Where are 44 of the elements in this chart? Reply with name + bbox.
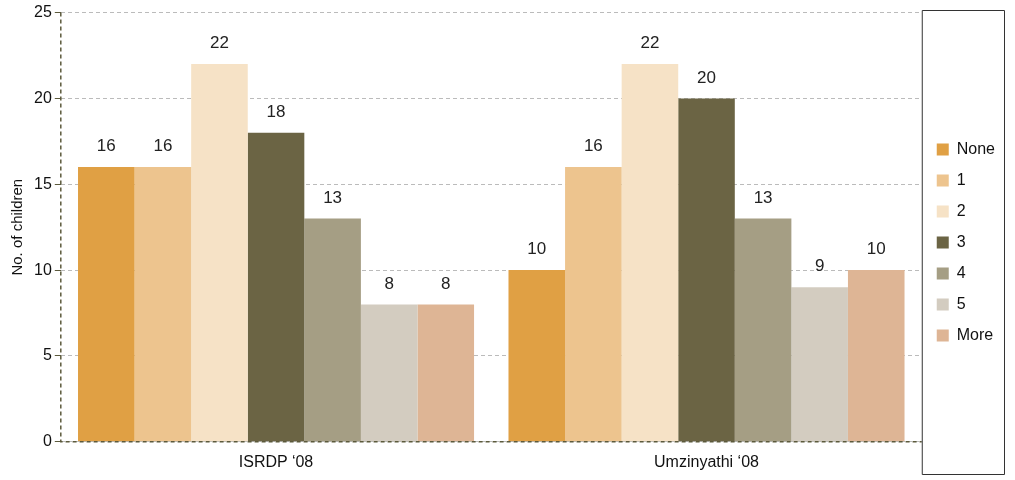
bar xyxy=(678,98,735,442)
legend-label: None xyxy=(956,139,996,157)
data-label: 20 xyxy=(697,67,716,87)
legend-label: 3 xyxy=(956,232,966,250)
bar xyxy=(247,132,305,442)
bar xyxy=(134,167,192,442)
data-label: 10 xyxy=(866,239,886,259)
data-label: 9 xyxy=(814,256,825,276)
bar xyxy=(191,64,248,442)
bar xyxy=(621,64,679,442)
data-label: 16 xyxy=(96,136,116,156)
data-label: 22 xyxy=(640,33,660,53)
data-label: 10 xyxy=(527,239,547,259)
data-label: 13 xyxy=(323,187,343,207)
bar xyxy=(78,167,135,442)
data-label: 8 xyxy=(441,273,451,293)
bar xyxy=(417,304,475,442)
y-axis-title: No. of children xyxy=(8,178,26,276)
legend-label: 5 xyxy=(956,294,966,312)
legend-label: 4 xyxy=(956,263,966,281)
legend-label: 2 xyxy=(956,201,966,219)
bar xyxy=(304,218,361,442)
bar xyxy=(360,304,418,442)
data-label: 16 xyxy=(153,136,173,156)
y-tick-label: 15 xyxy=(34,174,52,192)
legend-label: 1 xyxy=(956,170,966,188)
bar xyxy=(847,270,905,442)
bar xyxy=(508,270,566,442)
y-tick-label: 25 xyxy=(34,3,52,21)
legend-label: More xyxy=(956,325,994,343)
y-tick-label: 20 xyxy=(34,88,52,106)
data-label: 16 xyxy=(583,136,603,156)
data-label: 8 xyxy=(384,273,394,293)
x-tick-label: ISRDP ‘08 xyxy=(238,452,314,470)
x-tick-label: Umzinyathi ‘08 xyxy=(654,452,760,470)
bar xyxy=(734,218,792,442)
y-tick-label: 0 xyxy=(42,432,52,450)
data-label: 18 xyxy=(266,101,286,121)
bar xyxy=(791,287,848,442)
bar xyxy=(565,167,622,442)
y-tick-label: 5 xyxy=(42,346,52,364)
data-label: 13 xyxy=(753,187,773,207)
data-label: 22 xyxy=(210,33,229,53)
y-tick-label: 10 xyxy=(34,260,52,278)
